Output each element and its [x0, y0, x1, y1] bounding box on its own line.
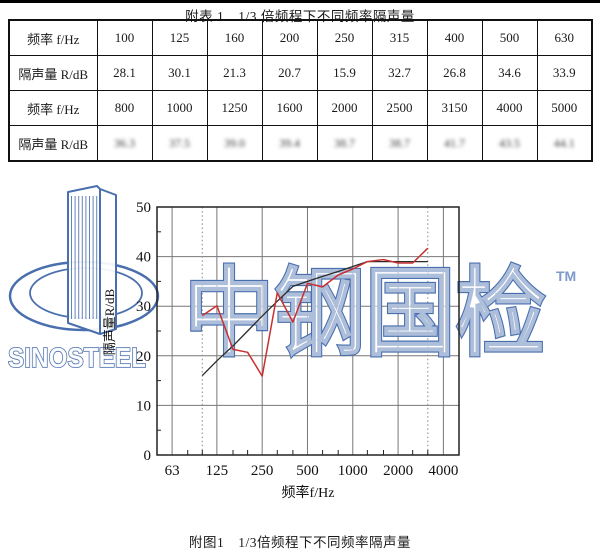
row-label-cell: 频率 f/Hz [8, 90, 98, 126]
y-tick-label: 20 [136, 349, 151, 365]
value-cell: 21.3 [206, 55, 263, 91]
table-row: 隔声量 R/dB 36.3 37.5 39.0 39.4 38.7 38.7 41.7 43.5… [8, 125, 593, 162]
x-tick-label: 125 [206, 463, 229, 479]
value-cell: 800 [96, 90, 153, 126]
value-cell: 2000 [316, 90, 373, 126]
y-tick-label: 50 [136, 200, 151, 216]
value-cell: 38.7 [371, 125, 428, 162]
value-cell: 33.9 [536, 55, 593, 91]
measured-line [201, 247, 429, 377]
value-cell: 125 [151, 19, 208, 56]
x-tick-label: 63 [165, 463, 180, 479]
table-row: 频率 f/Hz 800 1000 1250 1600 2000 2500 3150 4000 50… [8, 90, 593, 126]
value-cell: 5000 [536, 90, 593, 126]
plot-border [156, 206, 460, 456]
x-tick-label: 500 [296, 463, 319, 479]
value-cell: 32.7 [371, 55, 428, 91]
value-cell: 38.7 [316, 125, 373, 162]
value-cell: 44.1 [536, 125, 593, 162]
y-tick-label: 0 [144, 448, 152, 464]
logo-text: SINOSTEEL [8, 342, 146, 373]
value-cell: 1000 [151, 90, 208, 126]
y-tick-label: 10 [136, 398, 151, 414]
value-cell: 4000 [481, 90, 538, 126]
insulation-table: 频率 f/Hz 100 125 160 200 250 315 400 500 630 隔声量 R/… [8, 19, 593, 162]
figure-caption: 附图1 1/3倍频程下不同频率隔声量 [188, 535, 411, 550]
y-tick-label: 30 [136, 299, 151, 315]
value-cell: 200 [261, 19, 318, 56]
top-rule [0, 0, 600, 3]
table-row: 隔声量 R/dB 28.1 30.1 21.3 20.7 15.9 32.7 26.8 34.6… [8, 55, 593, 91]
x-tick-label: 4000 [428, 463, 458, 479]
value-cell: 39.4 [261, 125, 318, 162]
watermark-cjk-text: 中钢国检 [184, 259, 546, 368]
x-axis-title: 频率f/Hz [282, 484, 335, 501]
value-cell: 39.0 [206, 125, 263, 162]
value-cell: 15.9 [316, 55, 373, 91]
value-cell: 43.5 [481, 125, 538, 162]
y-axis-title: 隔声量R/dB [102, 288, 117, 355]
row-label-cell: 频率 f/Hz [8, 19, 98, 56]
value-cell: 30.1 [151, 55, 208, 91]
row-label-cell: 隔声量 R/dB [8, 125, 98, 162]
logo-column-front [67, 185, 101, 335]
y-tick-label: 40 [136, 250, 151, 266]
value-cell: 250 [316, 19, 373, 56]
x-tick-label: 2000 [383, 463, 413, 479]
value-cell: 2500 [371, 90, 428, 126]
x-tick-label: 250 [251, 463, 274, 479]
value-cell: 26.8 [426, 55, 483, 91]
value-cell: 630 [536, 19, 593, 56]
logo-column-side [99, 188, 117, 335]
x-tick-label: 1000 [338, 463, 368, 479]
table-row: 频率 f/Hz 100 125 160 200 250 315 400 500 630 [8, 19, 593, 56]
value-cell: 3150 [426, 90, 483, 126]
trademark-symbol: TM [556, 268, 576, 284]
value-cell: 1250 [206, 90, 263, 126]
value-cell: 315 [371, 19, 428, 56]
